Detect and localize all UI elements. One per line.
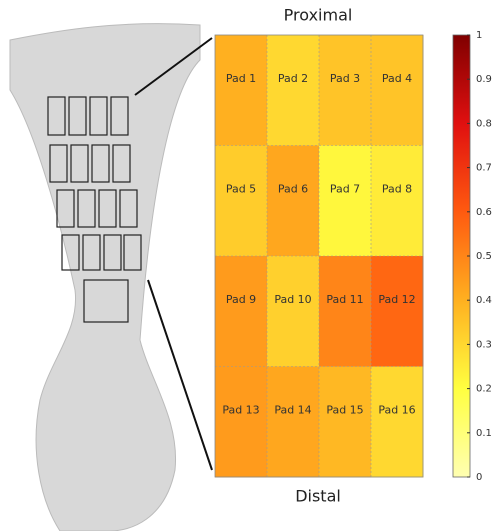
pad-label: Pad 16 — [378, 404, 415, 417]
figure: Proximal Distal Pad 1 Pad 2 Pad 3 Pad 4 Pad … — [0, 0, 496, 531]
arm-illustration — [10, 24, 212, 531]
pad-label: Pad 10 — [274, 293, 311, 306]
heat-cell — [267, 146, 320, 257]
heat-cell — [319, 367, 372, 478]
pad-label: Pad 12 — [378, 293, 415, 306]
top-label: Proximal — [284, 6, 353, 25]
heat-cell — [371, 367, 424, 478]
colorbar-tick-label: 0.7 — [476, 163, 492, 174]
pad-label: Pad 15 — [326, 404, 363, 417]
colorbar-tick-label: 0.9 — [476, 74, 492, 85]
arm-shape — [10, 24, 200, 531]
heat-cell — [371, 256, 424, 367]
colorbar-tick-label: 1 — [476, 30, 482, 41]
pad-label: Pad 9 — [226, 293, 256, 306]
pad-label: Pad 5 — [226, 183, 256, 196]
pad-label: Pad 7 — [330, 183, 360, 196]
bottom-label: Distal — [295, 487, 341, 506]
pad-label: Pad 4 — [382, 72, 412, 85]
pad-label: Pad 13 — [222, 404, 259, 417]
pad-label: Pad 2 — [278, 72, 308, 85]
heat-cell — [267, 35, 320, 146]
heat-cell — [267, 256, 320, 367]
pad-label: Pad 6 — [278, 183, 308, 196]
heat-cell — [267, 367, 320, 478]
heat-cell — [319, 146, 372, 257]
pad-label: Pad 8 — [382, 183, 412, 196]
heat-cell — [215, 256, 268, 367]
pad-label: Pad 11 — [326, 293, 363, 306]
colorbar-tick-label: 0 — [476, 472, 482, 483]
colorbar-tick-label: 0.5 — [476, 251, 492, 262]
colorbar-tick-label: 0.1 — [476, 428, 492, 439]
pad-label: Pad 1 — [226, 72, 256, 85]
heat-cell — [319, 256, 372, 367]
heat-cell — [319, 35, 372, 146]
colorbar-tick-label: 0.4 — [476, 295, 492, 306]
heat-cell — [215, 146, 268, 257]
colorbar-tick-label: 0.3 — [476, 339, 492, 350]
colorbar-tick-label: 0.2 — [476, 384, 492, 395]
heat-cell — [371, 35, 424, 146]
heat-cell — [371, 146, 424, 257]
colorbar-tick-label: 0.6 — [476, 207, 492, 218]
pad-label: Pad 14 — [274, 404, 311, 417]
colorbar-tick-label: 0.8 — [476, 118, 492, 129]
heat-cell — [215, 367, 268, 478]
pad-label: Pad 3 — [330, 72, 360, 85]
heat-cell — [215, 35, 268, 146]
